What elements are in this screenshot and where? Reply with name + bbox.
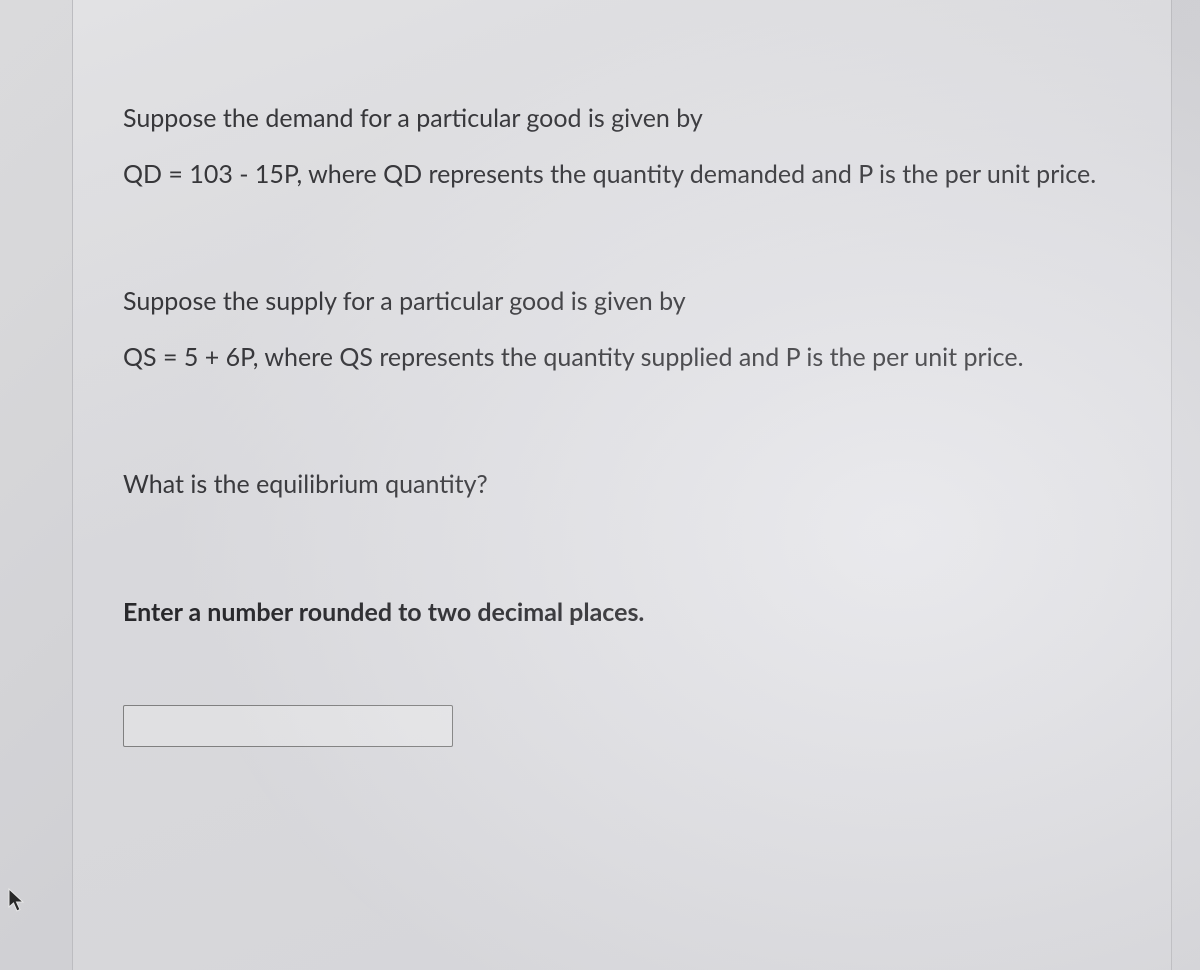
question-prompt: What is the equilibrium quantity? (123, 466, 1121, 504)
demand-intro: Suppose the demand for a particular good… (123, 100, 1121, 138)
answer-input[interactable] (123, 705, 453, 747)
question-panel: Suppose the demand for a particular good… (72, 0, 1172, 970)
question-body: Suppose the demand for a particular good… (123, 100, 1121, 631)
answer-instruction: Enter a number rounded to two decimal pl… (123, 594, 1121, 632)
cursor-icon (8, 888, 26, 914)
supply-intro: Suppose the supply for a particular good… (123, 283, 1121, 321)
supply-equation: QS = 5 + 6P, where QS represents the qua… (123, 339, 1121, 377)
demand-equation: QD = 103 - 15P, where QD represents the … (123, 156, 1121, 194)
